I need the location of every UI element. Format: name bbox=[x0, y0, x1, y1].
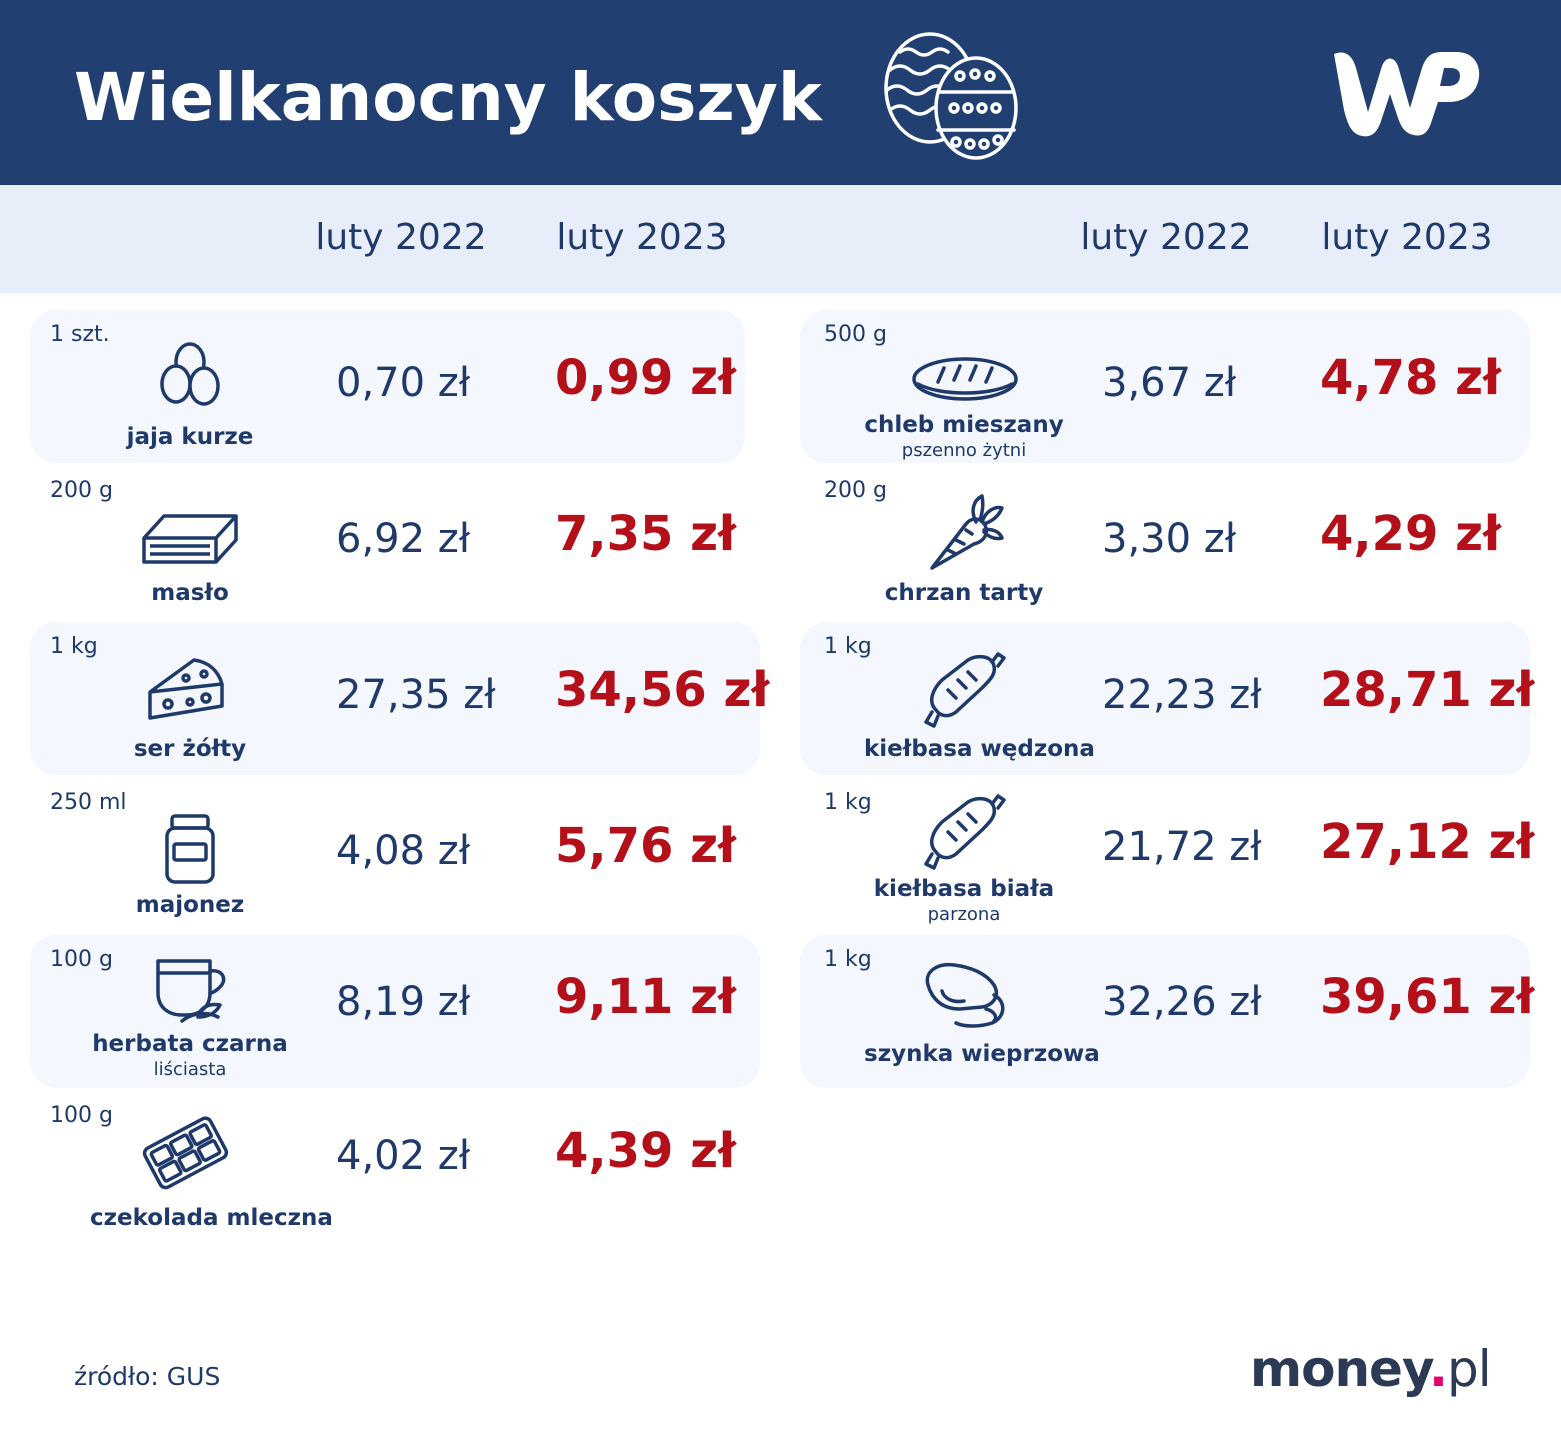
item-subtitle: liściasta bbox=[153, 1059, 227, 1080]
brand-dot: . bbox=[1428, 1340, 1448, 1398]
eggs-icon bbox=[160, 342, 220, 406]
price-2023: 4,78 zł bbox=[1320, 350, 1501, 406]
item-unit: 200 g bbox=[50, 478, 113, 503]
cheese-icon bbox=[148, 658, 224, 720]
row-card bbox=[800, 935, 1530, 1088]
item-unit: 100 g bbox=[50, 1103, 113, 1128]
price-2022: 4,08 zł bbox=[336, 828, 471, 874]
item-name: majonez bbox=[135, 892, 245, 918]
price-2023: 4,29 zł bbox=[1320, 506, 1501, 562]
list-item: 200 g chrzan tarty 3,30 zł 4,29 zł bbox=[800, 466, 1530, 620]
item-unit: 1 kg bbox=[824, 790, 872, 815]
item-name: chrzan tarty bbox=[884, 580, 1044, 606]
price-2022: 32,26 zł bbox=[1102, 979, 1262, 1025]
butter-icon bbox=[142, 514, 238, 564]
item-name: jaja kurze bbox=[126, 424, 254, 450]
brand-tld: pl bbox=[1446, 1340, 1492, 1398]
easter-eggs-icon bbox=[884, 32, 1018, 160]
header-banner: Wielkanocny koszyk bbox=[0, 0, 1561, 185]
money-pl-logo: money.pl bbox=[1250, 1340, 1492, 1398]
item-name: ser żółty bbox=[133, 736, 247, 762]
item-name: chleb mieszany bbox=[864, 412, 1064, 438]
list-item: 1 kg szynka wieprzowa 32,26 zł 39,61 zł bbox=[800, 935, 1534, 1089]
column-header-left-2023: luty 2023 bbox=[556, 217, 728, 258]
column-header-bar bbox=[0, 185, 1561, 293]
price-2022: 8,19 zł bbox=[336, 979, 471, 1025]
chocolate-icon bbox=[142, 1116, 229, 1190]
price-2022: 0,70 zł bbox=[336, 360, 471, 406]
jar-icon bbox=[165, 814, 215, 884]
item-subtitle: parzona bbox=[927, 904, 1001, 925]
item-subtitle: pszenno żytni bbox=[901, 440, 1027, 461]
list-item: 100 g czekolada mleczna 4,02 zł 4,39 zł bbox=[30, 1091, 760, 1245]
horseradish-icon bbox=[930, 494, 1004, 570]
tea-cup-icon bbox=[156, 959, 226, 1023]
row-card bbox=[30, 935, 760, 1088]
column-header-right-2022: luty 2022 bbox=[1080, 217, 1252, 258]
item-name: szynka wieprzowa bbox=[864, 1041, 1100, 1067]
item-name: kiełbasa wędzona bbox=[864, 736, 1095, 762]
list-item: 1 kg kiełbasa biała parzona 21,72 zł 27,… bbox=[800, 778, 1534, 932]
item-unit: 200 g bbox=[824, 478, 887, 503]
price-2023: 39,61 zł bbox=[1320, 969, 1535, 1025]
sausage-icon bbox=[924, 652, 1006, 728]
price-2022: 4,02 zł bbox=[336, 1133, 471, 1179]
price-2023: 7,35 zł bbox=[555, 506, 736, 562]
list-item: 500 g chleb mieszany pszenno żytni 3,67 … bbox=[800, 310, 1530, 464]
price-2023: 0,99 zł bbox=[555, 350, 736, 406]
list-item: 250 ml majonez 4,08 zł 5,76 zł bbox=[30, 778, 760, 932]
price-2022: 3,30 zł bbox=[1102, 516, 1237, 562]
row-card bbox=[30, 310, 745, 463]
item-unit: 500 g bbox=[824, 322, 887, 347]
source-note: źródło: GUS bbox=[74, 1362, 221, 1391]
price-2023: 9,11 zł bbox=[555, 969, 736, 1025]
price-2022: 6,92 zł bbox=[336, 516, 471, 562]
item-name: kiełbasa biała bbox=[873, 876, 1055, 902]
sausage-icon bbox=[924, 794, 1006, 870]
column-header-left-2022: luty 2022 bbox=[315, 217, 487, 258]
item-name: czekolada mleczna bbox=[90, 1205, 333, 1231]
brand-main: money bbox=[1250, 1340, 1430, 1398]
wp-logo-icon bbox=[1334, 52, 1480, 137]
item-unit: 100 g bbox=[50, 947, 113, 972]
item-unit: 1 kg bbox=[50, 634, 98, 659]
item-name: herbata czarna bbox=[92, 1031, 288, 1057]
column-header-right-2023: luty 2023 bbox=[1321, 217, 1493, 258]
list-item: 100 g herbata czarna liściasta 8,19 zł 9… bbox=[30, 935, 760, 1089]
list-item: 1 szt. jaja kurze 0,70 zł 0,99 zł bbox=[30, 310, 760, 464]
bread-icon bbox=[912, 357, 1018, 401]
price-2022: 22,23 zł bbox=[1102, 672, 1262, 718]
item-name: masło bbox=[151, 580, 229, 606]
price-2023: 27,12 zł bbox=[1320, 814, 1535, 870]
price-2023: 4,39 zł bbox=[555, 1123, 736, 1179]
row-card bbox=[800, 622, 1530, 775]
price-2022: 21,72 zł bbox=[1102, 824, 1262, 870]
item-unit: 1 kg bbox=[824, 634, 872, 659]
ham-icon bbox=[925, 962, 1005, 1028]
price-2022: 3,67 zł bbox=[1102, 360, 1237, 406]
item-unit: 1 kg bbox=[824, 947, 872, 972]
price-2023: 34,56 zł bbox=[555, 662, 770, 718]
item-unit: 250 ml bbox=[50, 790, 127, 815]
page-title: Wielkanocny koszyk bbox=[74, 59, 822, 136]
list-item: 1 kg kiełbasa wędzona 22,23 zł 28,71 zł bbox=[800, 622, 1534, 776]
item-unit: 1 szt. bbox=[50, 322, 110, 347]
price-2022: 27,35 zł bbox=[336, 672, 496, 718]
list-item: 1 kg ser żółty 27,35 zł 34,56 zł bbox=[30, 622, 769, 776]
price-2023: 5,76 zł bbox=[555, 818, 736, 874]
price-2023: 28,71 zł bbox=[1320, 662, 1535, 718]
list-item: 200 g masło 6,92 zł 7,35 zł bbox=[30, 466, 760, 620]
